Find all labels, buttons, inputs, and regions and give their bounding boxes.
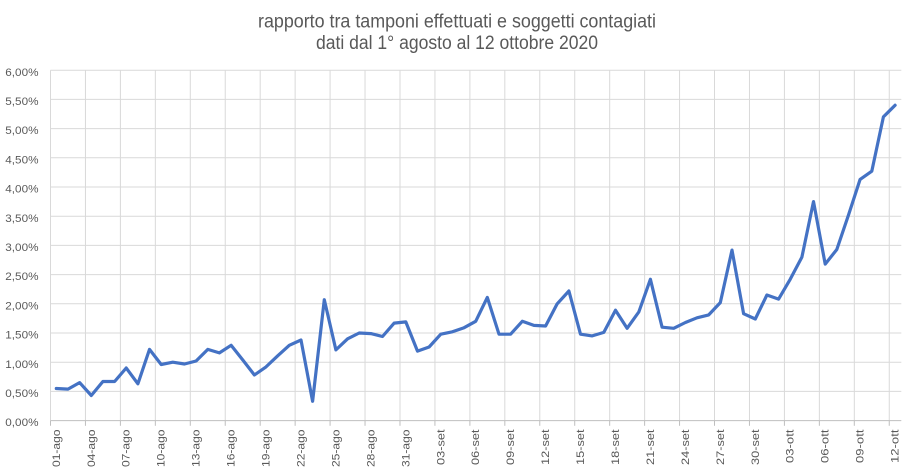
svg-text:2,50%: 2,50%	[5, 271, 38, 283]
svg-text:09-set: 09-set	[505, 430, 517, 466]
svg-text:06-set: 06-set	[470, 430, 482, 466]
svg-text:10-ago: 10-ago	[156, 430, 168, 468]
svg-text:21-set: 21-set	[645, 430, 657, 466]
svg-text:18-set: 18-set	[610, 430, 622, 466]
svg-text:6,00%: 6,00%	[5, 67, 38, 79]
svg-text:31-ago: 31-ago	[400, 430, 412, 468]
svg-text:01-ago: 01-ago	[51, 430, 63, 468]
svg-text:09-ott: 09-ott	[855, 430, 867, 464]
svg-text:13-ago: 13-ago	[191, 430, 203, 468]
svg-text:22-ago: 22-ago	[296, 430, 308, 468]
svg-text:15-set: 15-set	[575, 430, 587, 466]
svg-text:0,00%: 0,00%	[5, 417, 38, 429]
svg-text:5,50%: 5,50%	[5, 96, 38, 108]
svg-text:0,50%: 0,50%	[5, 388, 38, 400]
svg-text:3,50%: 3,50%	[5, 213, 38, 225]
svg-text:30-set: 30-set	[750, 430, 762, 466]
svg-text:03-ott: 03-ott	[785, 430, 797, 464]
svg-text:1,00%: 1,00%	[5, 359, 38, 371]
svg-text:25-ago: 25-ago	[330, 430, 342, 468]
svg-text:06-ott: 06-ott	[820, 430, 832, 464]
svg-text:4,50%: 4,50%	[5, 154, 38, 166]
svg-text:16-ago: 16-ago	[226, 430, 238, 468]
svg-text:07-ago: 07-ago	[121, 430, 133, 468]
svg-text:3,00%: 3,00%	[5, 242, 38, 254]
svg-text:2,00%: 2,00%	[5, 300, 38, 312]
svg-text:19-ago: 19-ago	[261, 430, 273, 468]
svg-text:28-ago: 28-ago	[365, 430, 377, 468]
svg-text:12-ott: 12-ott	[890, 430, 902, 464]
svg-text:12-set: 12-set	[540, 430, 552, 466]
svg-text:4,00%: 4,00%	[5, 184, 38, 196]
svg-text:27-set: 27-set	[715, 430, 727, 466]
svg-text:1,50%: 1,50%	[5, 330, 38, 342]
svg-text:rapporto tra tamponi effettuat: rapporto tra tamponi effettuati e sogget…	[258, 12, 656, 33]
svg-text:24-set: 24-set	[680, 430, 692, 466]
svg-text:5,00%: 5,00%	[5, 125, 38, 137]
svg-text:04-ago: 04-ago	[86, 430, 98, 468]
svg-text:03-set: 03-set	[435, 430, 447, 466]
svg-text:dati dal 1° agosto al 12 ottob: dati dal 1° agosto al 12 ottobre 2020	[316, 33, 598, 54]
